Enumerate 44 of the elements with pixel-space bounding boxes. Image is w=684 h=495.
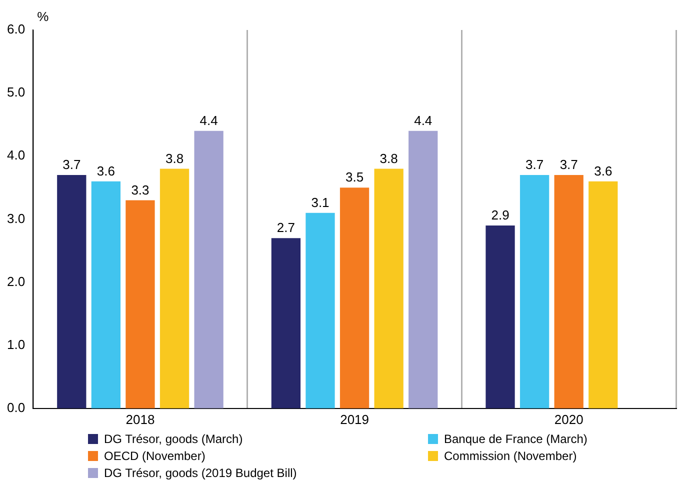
bar <box>486 226 515 408</box>
data-label: 4.4 <box>200 112 218 128</box>
data-label: 4.4 <box>414 112 432 128</box>
y-tick-label: 0.0 <box>6 400 26 415</box>
bar <box>374 168 404 408</box>
data-label: 3.7 <box>526 157 544 172</box>
x-tick-label: 2020 <box>554 412 584 427</box>
x-tick-label: 2018 <box>126 412 155 427</box>
data-label: 3.6 <box>96 163 115 178</box>
bar <box>520 175 550 408</box>
legend-label: Banque de France (March) <box>444 432 588 446</box>
y-tick-label: 1.0 <box>6 336 26 352</box>
bar <box>126 200 155 408</box>
data-label: 3.3 <box>131 182 150 198</box>
data-label: 3.7 <box>62 157 81 172</box>
data-label: 3.8 <box>165 150 184 166</box>
bar <box>306 212 335 408</box>
y-tick-label: 6.0 <box>6 22 26 37</box>
bar <box>91 181 121 408</box>
legend-label: DG Trésor, goods (March) <box>104 432 243 446</box>
bar <box>194 130 224 408</box>
data-label: 3.8 <box>380 150 398 166</box>
data-label: 3.7 <box>560 157 578 172</box>
legend-label: Commission (November) <box>444 449 577 463</box>
data-label: 3.5 <box>345 170 364 185</box>
data-label: 2.9 <box>491 208 510 223</box>
bar <box>271 238 301 408</box>
bar <box>340 188 370 408</box>
bar <box>408 130 438 408</box>
y-tick-label: 4.0 <box>6 148 26 163</box>
bar <box>554 175 584 408</box>
data-label: 3.6 <box>594 163 612 178</box>
data-label: 2.7 <box>276 220 295 236</box>
bar <box>160 168 190 408</box>
y-tick-label: 5.0 <box>6 84 26 100</box>
data-label: 3.1 <box>311 194 330 210</box>
legend-label: DG Trésor, goods (2019 Budget Bill) <box>104 466 297 480</box>
x-tick-label: 2019 <box>340 412 369 427</box>
bar <box>588 181 618 408</box>
y-tick-label: 2.0 <box>6 274 26 289</box>
y-tick-label: 3.0 <box>6 210 26 226</box>
bar <box>57 175 86 408</box>
y-axis-title: % <box>37 9 50 24</box>
legend-label: OECD (November) <box>104 449 206 463</box>
